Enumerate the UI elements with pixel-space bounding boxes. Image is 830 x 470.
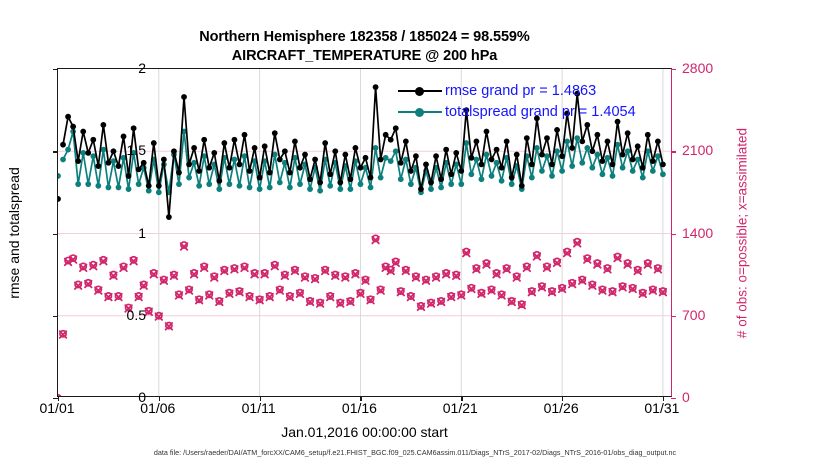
right-tick-label-2800: 2800: [682, 60, 714, 76]
right-tick-mark: [671, 69, 676, 71]
right-axis-label: # of obs: o=possible; x=assimilated: [734, 127, 750, 338]
x-tick-mark: [461, 396, 463, 401]
left-tick-mark: [53, 398, 58, 400]
left-axis-label: rmse and totalspread: [6, 166, 22, 299]
plot-clip: [58, 69, 671, 396]
x-tick-mark: [158, 396, 161, 401]
title-line-2: AIRCRAFT_TEMPERATURE @ 200 hPa: [231, 48, 498, 64]
data-file-footer: data file: /Users/raeder/DAI/ATM_forcXX/…: [153, 448, 677, 457]
x-tick-label-01-31: 01/31: [644, 400, 680, 416]
plot-area: [53, 68, 676, 401]
left-tick-label-0: 0: [138, 389, 146, 405]
right-tick-mark: [671, 151, 676, 153]
x-tick-label-01-26: 01/26: [543, 400, 579, 416]
right-tick-mark: [671, 233, 676, 235]
right-tick-mark: [671, 398, 676, 400]
x-axis-label: Jan.01,2016 00:00:00 start: [281, 424, 448, 440]
x-tick-mark: [562, 396, 564, 401]
right-tick-label-700: 700: [682, 306, 706, 323]
legend-label: totalspread grand pr = 1.4054: [445, 103, 636, 120]
x-tick-mark: [662, 396, 665, 401]
series-layer: [58, 69, 668, 396]
legend-dot-icon: [415, 86, 424, 96]
chart-legend: rmse grand pr = 1.4863 totalspread grand …: [398, 80, 636, 122]
legend-dot-icon: [415, 107, 424, 117]
left-tick-mark: [53, 151, 58, 153]
left-tick-label-1: 1: [138, 224, 146, 241]
x-tick-mark: [58, 396, 60, 401]
right-tick-label-2100: 2100: [682, 142, 714, 159]
right-tick-mark: [671, 315, 676, 318]
left-tick-label-0.5: 0.5: [126, 306, 146, 323]
x-tick-mark: [360, 396, 362, 401]
chart-title: Northern Hemisphere 182358 / 185024 = 98…: [57, 28, 672, 66]
x-tick-mark: [259, 396, 261, 401]
legend-label: rmse grand pr = 1.4863: [445, 82, 597, 99]
right-tick-label-0: 0: [682, 389, 690, 405]
title-line-1: Northern Hemisphere 182358 / 185024 = 98…: [199, 29, 530, 45]
left-tick-mark: [53, 69, 58, 71]
legend-marker-line-icon: [398, 106, 442, 118]
x-tick-label-01-16: 01/16: [341, 400, 377, 416]
left-tick-label-1.5: 1.5: [126, 142, 146, 159]
left-tick-mark: [53, 315, 58, 318]
left-tick-mark: [53, 233, 58, 235]
left-tick-label-2: 2: [138, 60, 146, 76]
legend-item-totalspread: totalspread grand pr = 1.4054: [398, 101, 636, 122]
x-tick-label-01-21: 01/21: [442, 400, 478, 416]
x-tick-label-01-06: 01/06: [140, 400, 176, 416]
right-tick-label-1400: 1400: [682, 224, 714, 241]
x-tick-label-01-01: 01/01: [39, 400, 75, 416]
legend-marker-line-icon: [398, 85, 442, 97]
x-tick-label-01-11: 01/11: [241, 400, 276, 416]
legend-item-rmse: rmse grand pr = 1.4863: [398, 80, 636, 101]
